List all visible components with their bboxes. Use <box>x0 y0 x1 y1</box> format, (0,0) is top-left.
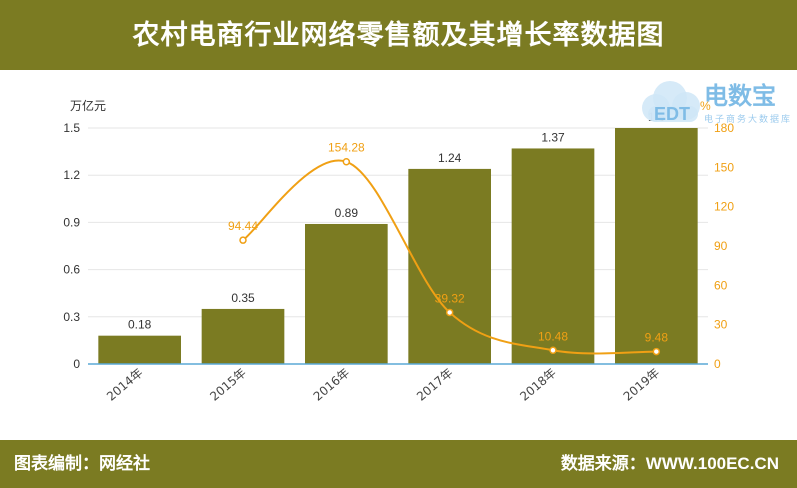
logo-brand: 电数宝 <box>704 82 776 110</box>
combo-chart: 0 0.3 0.6 0.9 1.2 1.5 0 30 60 90 120 150 180 万亿元 % 0.18… <box>63 98 734 404</box>
left-axis-label: 万亿元 <box>70 98 106 113</box>
logo: EDT 电数宝 电子商务大数据库 <box>642 81 792 125</box>
x-axis-tick-label: 2014年 <box>104 366 146 404</box>
growth-rate-label: 9.48 <box>645 331 669 345</box>
bar <box>615 128 698 364</box>
left-axis-tick-label: 1.5 <box>63 121 80 135</box>
right-axis-label: % <box>700 99 711 113</box>
growth-rate-point <box>239 236 247 244</box>
bar-value-label: 0.35 <box>231 291 255 305</box>
right-axis-tick-label: 90 <box>714 239 728 253</box>
growth-rate-point <box>549 346 557 355</box>
bar-value-label: 0.89 <box>335 206 359 220</box>
growth-rate-label: 39.32 <box>435 291 465 305</box>
left-axis-tick-label: 0.3 <box>63 310 80 324</box>
x-axis-tick-label: 2017年 <box>414 366 456 404</box>
left-axis-tick-label: 0.6 <box>63 263 80 277</box>
header-bar: 农村电商行业网络零售额及其增长率数据图 <box>0 0 797 70</box>
right-axis-tick-label: 120 <box>714 200 734 214</box>
x-axis-tick-label: 2019年 <box>621 366 663 404</box>
left-axis-tick-label: 1.2 <box>63 168 80 182</box>
footer-source-compiler: 图表编制：网经社 <box>14 454 150 473</box>
right-axis-tick-label: 150 <box>714 160 734 174</box>
bar <box>201 308 285 364</box>
growth-rate-point <box>445 308 454 317</box>
footer-data-source: 数据来源：WWW.100EC.CN <box>560 454 779 473</box>
right-axis-tick-label: 60 <box>714 278 728 292</box>
x-axis-tick-label: 2016年 <box>311 366 353 404</box>
growth-rate-label: 94.44 <box>228 219 258 233</box>
bar <box>98 335 181 364</box>
x-axis-tick-label: 2015年 <box>207 366 249 404</box>
bar <box>408 168 491 364</box>
right-axis-tick-label: 180 <box>714 121 734 135</box>
bar <box>305 223 388 364</box>
bar-value-label: 0.18 <box>128 318 152 332</box>
right-axis-tick-label: 30 <box>714 318 728 332</box>
growth-rate-point <box>652 347 661 356</box>
logo-mark: EDT <box>654 104 690 124</box>
right-axis-tick-label: 0 <box>714 357 721 371</box>
cloud-logo-icon <box>642 81 700 122</box>
left-axis-tick-label: 0 <box>73 357 80 371</box>
footer-bar: 图表编制：网经社 数据来源：WWW.100EC.CN <box>0 440 797 488</box>
bar <box>511 148 595 364</box>
chart-title: 农村电商行业网络零售额及其增长率数据图 <box>132 20 665 50</box>
growth-rate-label: 154.28 <box>328 141 365 155</box>
growth-rate-line <box>242 159 657 355</box>
bar-value-label: 1.37 <box>541 130 565 144</box>
growth-rate-point <box>342 157 351 166</box>
bar-value-label: 1.24 <box>438 151 462 165</box>
growth-rate-label: 10.48 <box>538 329 568 343</box>
logo-subtitle: 电子商务大数据库 <box>704 113 792 125</box>
left-axis-tick-label: 0.9 <box>63 215 80 229</box>
x-axis-tick-label: 2018年 <box>517 366 559 404</box>
